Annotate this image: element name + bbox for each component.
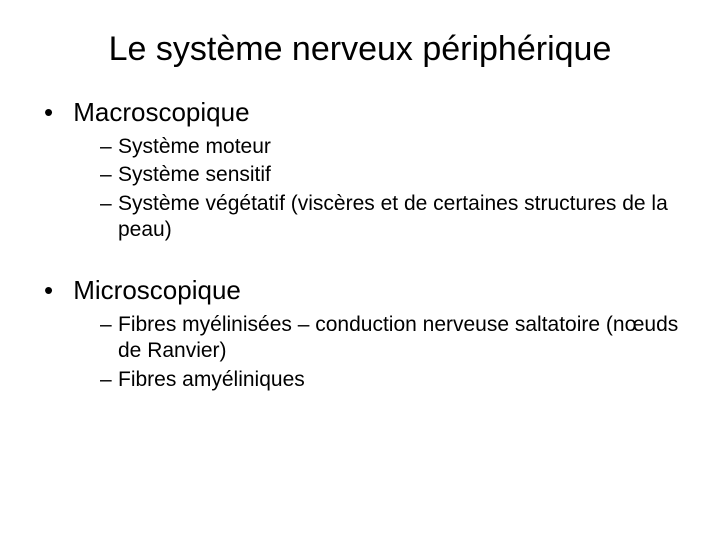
- list-item: Système moteur: [40, 134, 680, 160]
- bullet-list-level1: Macroscopique Système moteur Système sen…: [40, 97, 680, 393]
- bullet-list-level2: Fibres myélinisées – conduction nerveuse…: [40, 312, 680, 393]
- list-item: Fibres myélinisées – conduction nerveuse…: [40, 312, 680, 365]
- section-heading: Microscopique Fibres myélinisées – condu…: [40, 275, 680, 393]
- list-item-text: Système sensitif: [118, 163, 271, 186]
- list-item-text: Système végétatif (viscères et de certai…: [118, 192, 668, 241]
- list-item: Fibres amyéliniques: [40, 367, 680, 393]
- bullet-list-level2: Système moteur Système sensitif Système …: [40, 134, 680, 243]
- list-item: Système végétatif (viscères et de certai…: [40, 191, 680, 244]
- section-heading: Macroscopique Système moteur Système sen…: [40, 97, 680, 243]
- list-item-text: Système moteur: [118, 135, 271, 158]
- list-item: Système sensitif: [40, 162, 680, 188]
- slide: Le système nerveux périphérique Macrosco…: [0, 0, 720, 540]
- slide-title: Le système nerveux périphérique: [40, 30, 680, 69]
- section-heading-text: Macroscopique: [73, 97, 249, 127]
- list-item-text: Fibres myélinisées – conduction nerveuse…: [118, 313, 678, 362]
- section-heading-text: Microscopique: [73, 275, 241, 305]
- list-item-text: Fibres amyéliniques: [118, 368, 305, 391]
